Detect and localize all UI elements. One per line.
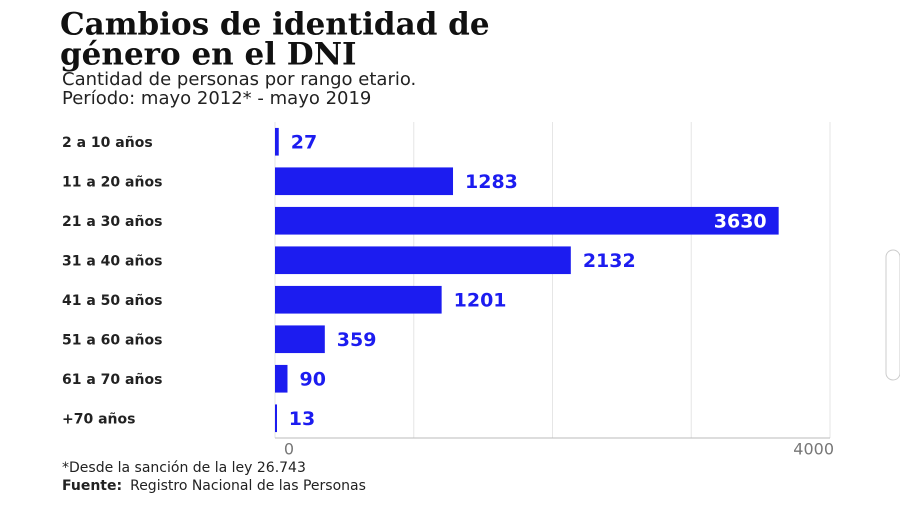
value-label: 2132 xyxy=(583,250,636,272)
y-tick-label: 51 a 60 años xyxy=(62,332,162,348)
y-tick-label: 61 a 70 años xyxy=(62,372,162,388)
x-tick-label: 0 xyxy=(284,440,294,459)
bar xyxy=(275,206,779,235)
bar xyxy=(275,404,277,433)
x-tick-label: 4000 xyxy=(793,440,834,459)
value-label: 27 xyxy=(291,131,317,153)
source: Fuente: Registro Nacional de las Personas xyxy=(62,478,366,494)
bar xyxy=(275,364,288,393)
value-label: 13 xyxy=(289,408,315,430)
subtitle: Cantidad de personas por rango etario. xyxy=(62,69,416,90)
bar xyxy=(275,285,442,314)
value-label: 1201 xyxy=(454,289,507,311)
chart-title: Cambios de identidad de xyxy=(60,7,490,43)
value-label: 1283 xyxy=(465,171,518,193)
footnote: *Desde la sanción de la ley 26.743 xyxy=(62,460,306,476)
subtitle: Período: mayo 2012* - mayo 2019 xyxy=(62,88,371,109)
source-text: Registro Nacional de las Personas xyxy=(130,478,366,494)
value-label: 90 xyxy=(299,368,325,390)
bar xyxy=(275,246,571,275)
chart-title: género en el DNI xyxy=(60,37,357,73)
value-label: 3630 xyxy=(714,210,767,232)
y-tick-label: 31 a 40 años xyxy=(62,253,162,269)
bar xyxy=(275,167,454,196)
y-tick-label: 11 a 20 años xyxy=(62,174,162,190)
bar xyxy=(275,127,279,156)
y-tick-label: 2 a 10 años xyxy=(62,135,153,151)
value-label: 359 xyxy=(337,329,377,351)
y-tick-label: 21 a 30 años xyxy=(62,214,162,230)
y-tick-label: +70 años xyxy=(62,411,135,427)
source-label: Fuente: xyxy=(62,478,122,494)
scrollbar xyxy=(885,249,900,381)
y-tick-label: 41 a 50 años xyxy=(62,293,162,309)
bar xyxy=(275,325,325,354)
